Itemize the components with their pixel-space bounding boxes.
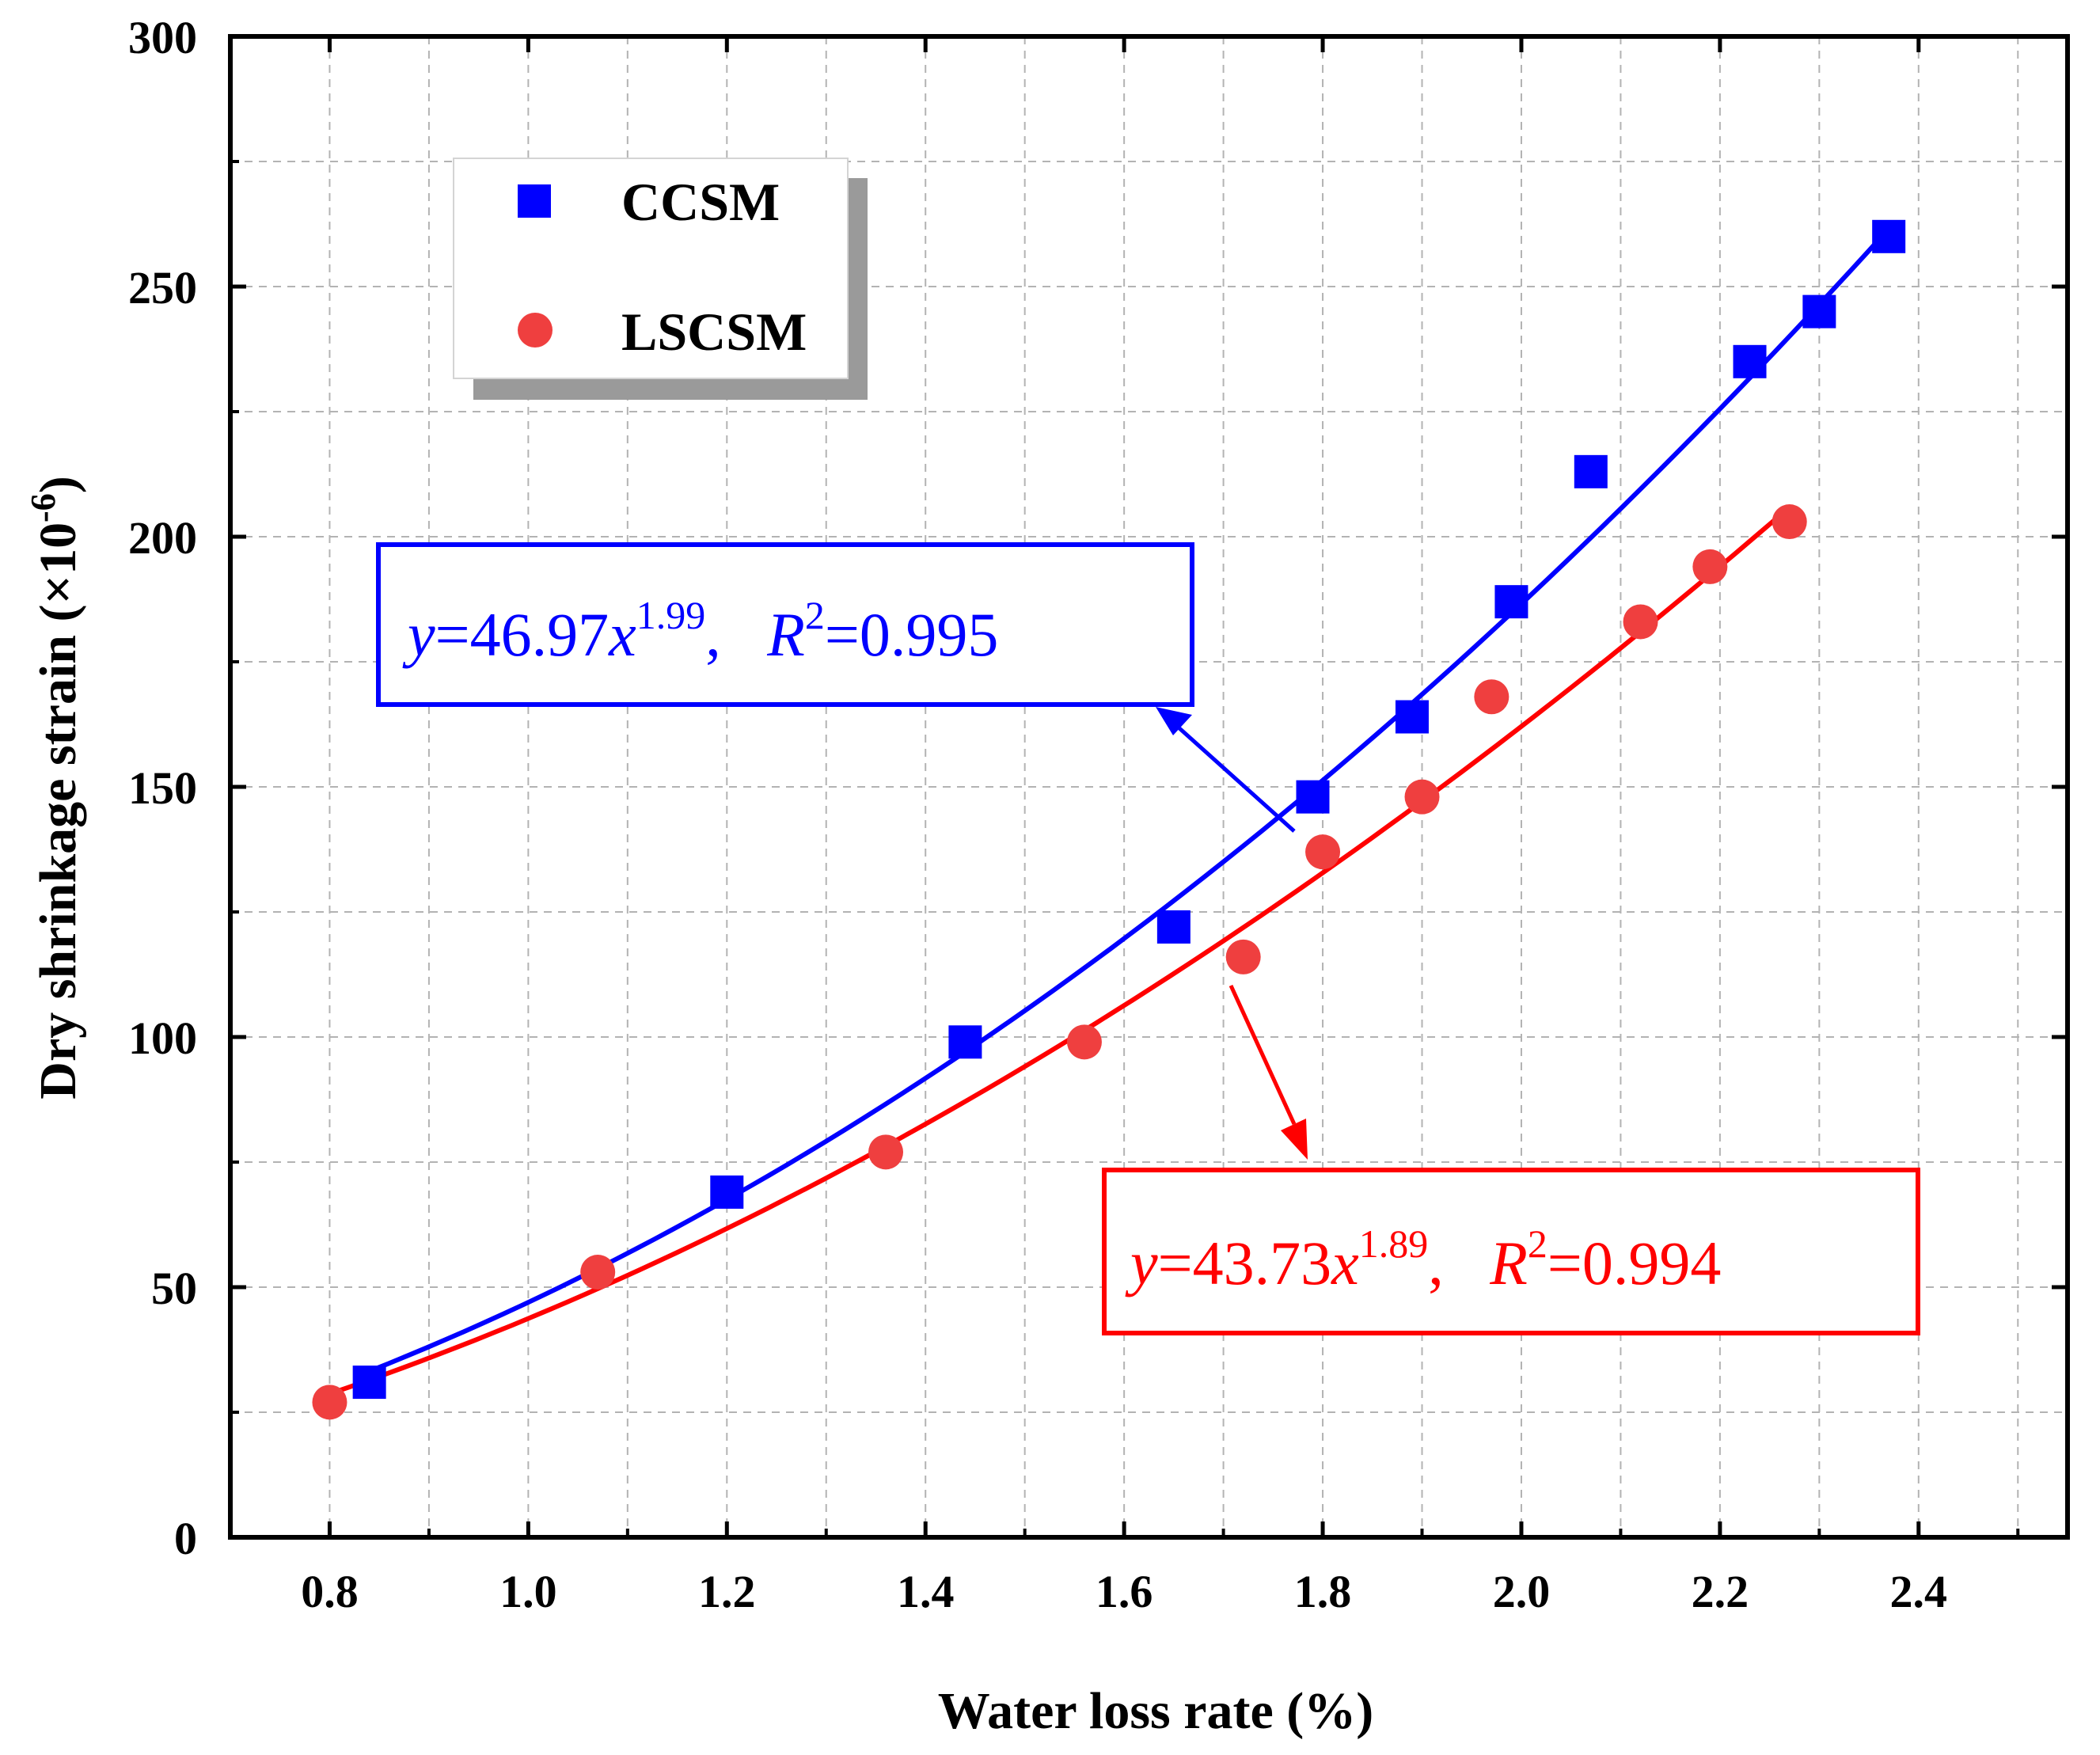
lscsm-equation-annotation: y=43.73x1.89, R2=0.994 <box>1102 984 1920 1335</box>
lscsm-equation-arrowhead <box>1281 1119 1308 1160</box>
y-tick-label: 50 <box>151 1263 197 1314</box>
y-tick-label: 100 <box>128 1012 197 1064</box>
lscsm-equation: y=43.73x1.89, R2=0.994 <box>1125 1221 1721 1297</box>
x-tick-label: 0.8 <box>301 1566 359 1617</box>
data-point-ccsm <box>1156 910 1191 944</box>
legend-label-ccsm: CCSM <box>621 172 780 232</box>
data-point-ccsm <box>1296 780 1330 814</box>
data-point-lscsm <box>580 1255 616 1290</box>
x-tick-label: 1.4 <box>897 1566 955 1617</box>
legend-marker-lscsm <box>518 313 553 348</box>
fit-curve-lscsm <box>328 505 1791 1396</box>
x-tick-label: 1.8 <box>1294 1566 1352 1617</box>
legend-label-lscsm: LSCSM <box>621 302 807 362</box>
data-point-lscsm <box>1772 504 1807 540</box>
data-points <box>312 219 1906 1420</box>
lscsm-equation-arrow <box>1228 984 1297 1126</box>
y-axis-title: Dry shrinkage strain (×10-6) <box>24 476 87 1099</box>
ccsm-equation-annotation: y=46.97x1.99, R2=0.995 <box>376 542 1296 833</box>
x-tick-label: 2.0 <box>1493 1566 1551 1617</box>
y-tick-label: 250 <box>128 262 197 313</box>
data-point-ccsm <box>1872 219 1906 253</box>
data-point-lscsm <box>1404 779 1440 815</box>
legend-marker-ccsm <box>518 184 551 218</box>
lscsm-eq-y: y <box>1125 1229 1158 1297</box>
data-point-lscsm <box>1305 834 1341 870</box>
data-point-ccsm <box>1733 344 1767 378</box>
data-point-ccsm <box>1395 700 1429 734</box>
data-point-ccsm <box>1574 454 1608 488</box>
y-tick-label: 300 <box>128 12 197 63</box>
x-tick-label: 1.0 <box>499 1566 557 1617</box>
data-point-lscsm <box>1225 939 1261 974</box>
x-axis-title: Water loss rate (%) <box>938 1682 1373 1740</box>
ccsm-equation-box <box>376 542 1194 707</box>
data-point-lscsm <box>1066 1024 1102 1060</box>
axis-ticks: 0.8 1.0 1.2 1.4 1.6 1.8 2.0 2.2 2.4 0 50 100 150 200 2… <box>128 12 2068 1617</box>
ccsm-equation: y=46.97x1.99, R2=0.995 <box>402 593 998 669</box>
legend: CCSM LSCSM <box>453 158 868 400</box>
data-point-ccsm <box>710 1175 744 1209</box>
x-tick-label: 2.2 <box>1692 1566 1749 1617</box>
fit-curve-ccsm <box>368 226 1891 1373</box>
lscsm-equation-box <box>1102 1168 1920 1335</box>
ccsm-equation-arrowhead <box>1156 707 1192 735</box>
data-point-lscsm <box>1623 604 1658 640</box>
data-point-ccsm <box>1802 294 1836 329</box>
data-point-lscsm <box>868 1134 904 1170</box>
x-tick-label: 1.6 <box>1096 1566 1153 1617</box>
x-tick-label: 2.4 <box>1890 1566 1948 1617</box>
data-point-ccsm <box>948 1025 982 1059</box>
data-point-ccsm <box>352 1366 386 1400</box>
x-tick-label: 1.2 <box>698 1566 756 1617</box>
ccsm-eq-y: y <box>402 600 435 669</box>
y-tick-label: 150 <box>128 762 197 814</box>
data-point-lscsm <box>312 1385 347 1420</box>
data-point-lscsm <box>1692 549 1728 584</box>
data-point-lscsm <box>1474 679 1509 715</box>
y-tick-label: 0 <box>174 1513 197 1564</box>
y-tick-label: 200 <box>128 512 197 564</box>
data-point-ccsm <box>1494 585 1528 619</box>
fit-curves <box>328 226 1891 1396</box>
ccsm-equation-arrow <box>1178 727 1296 833</box>
